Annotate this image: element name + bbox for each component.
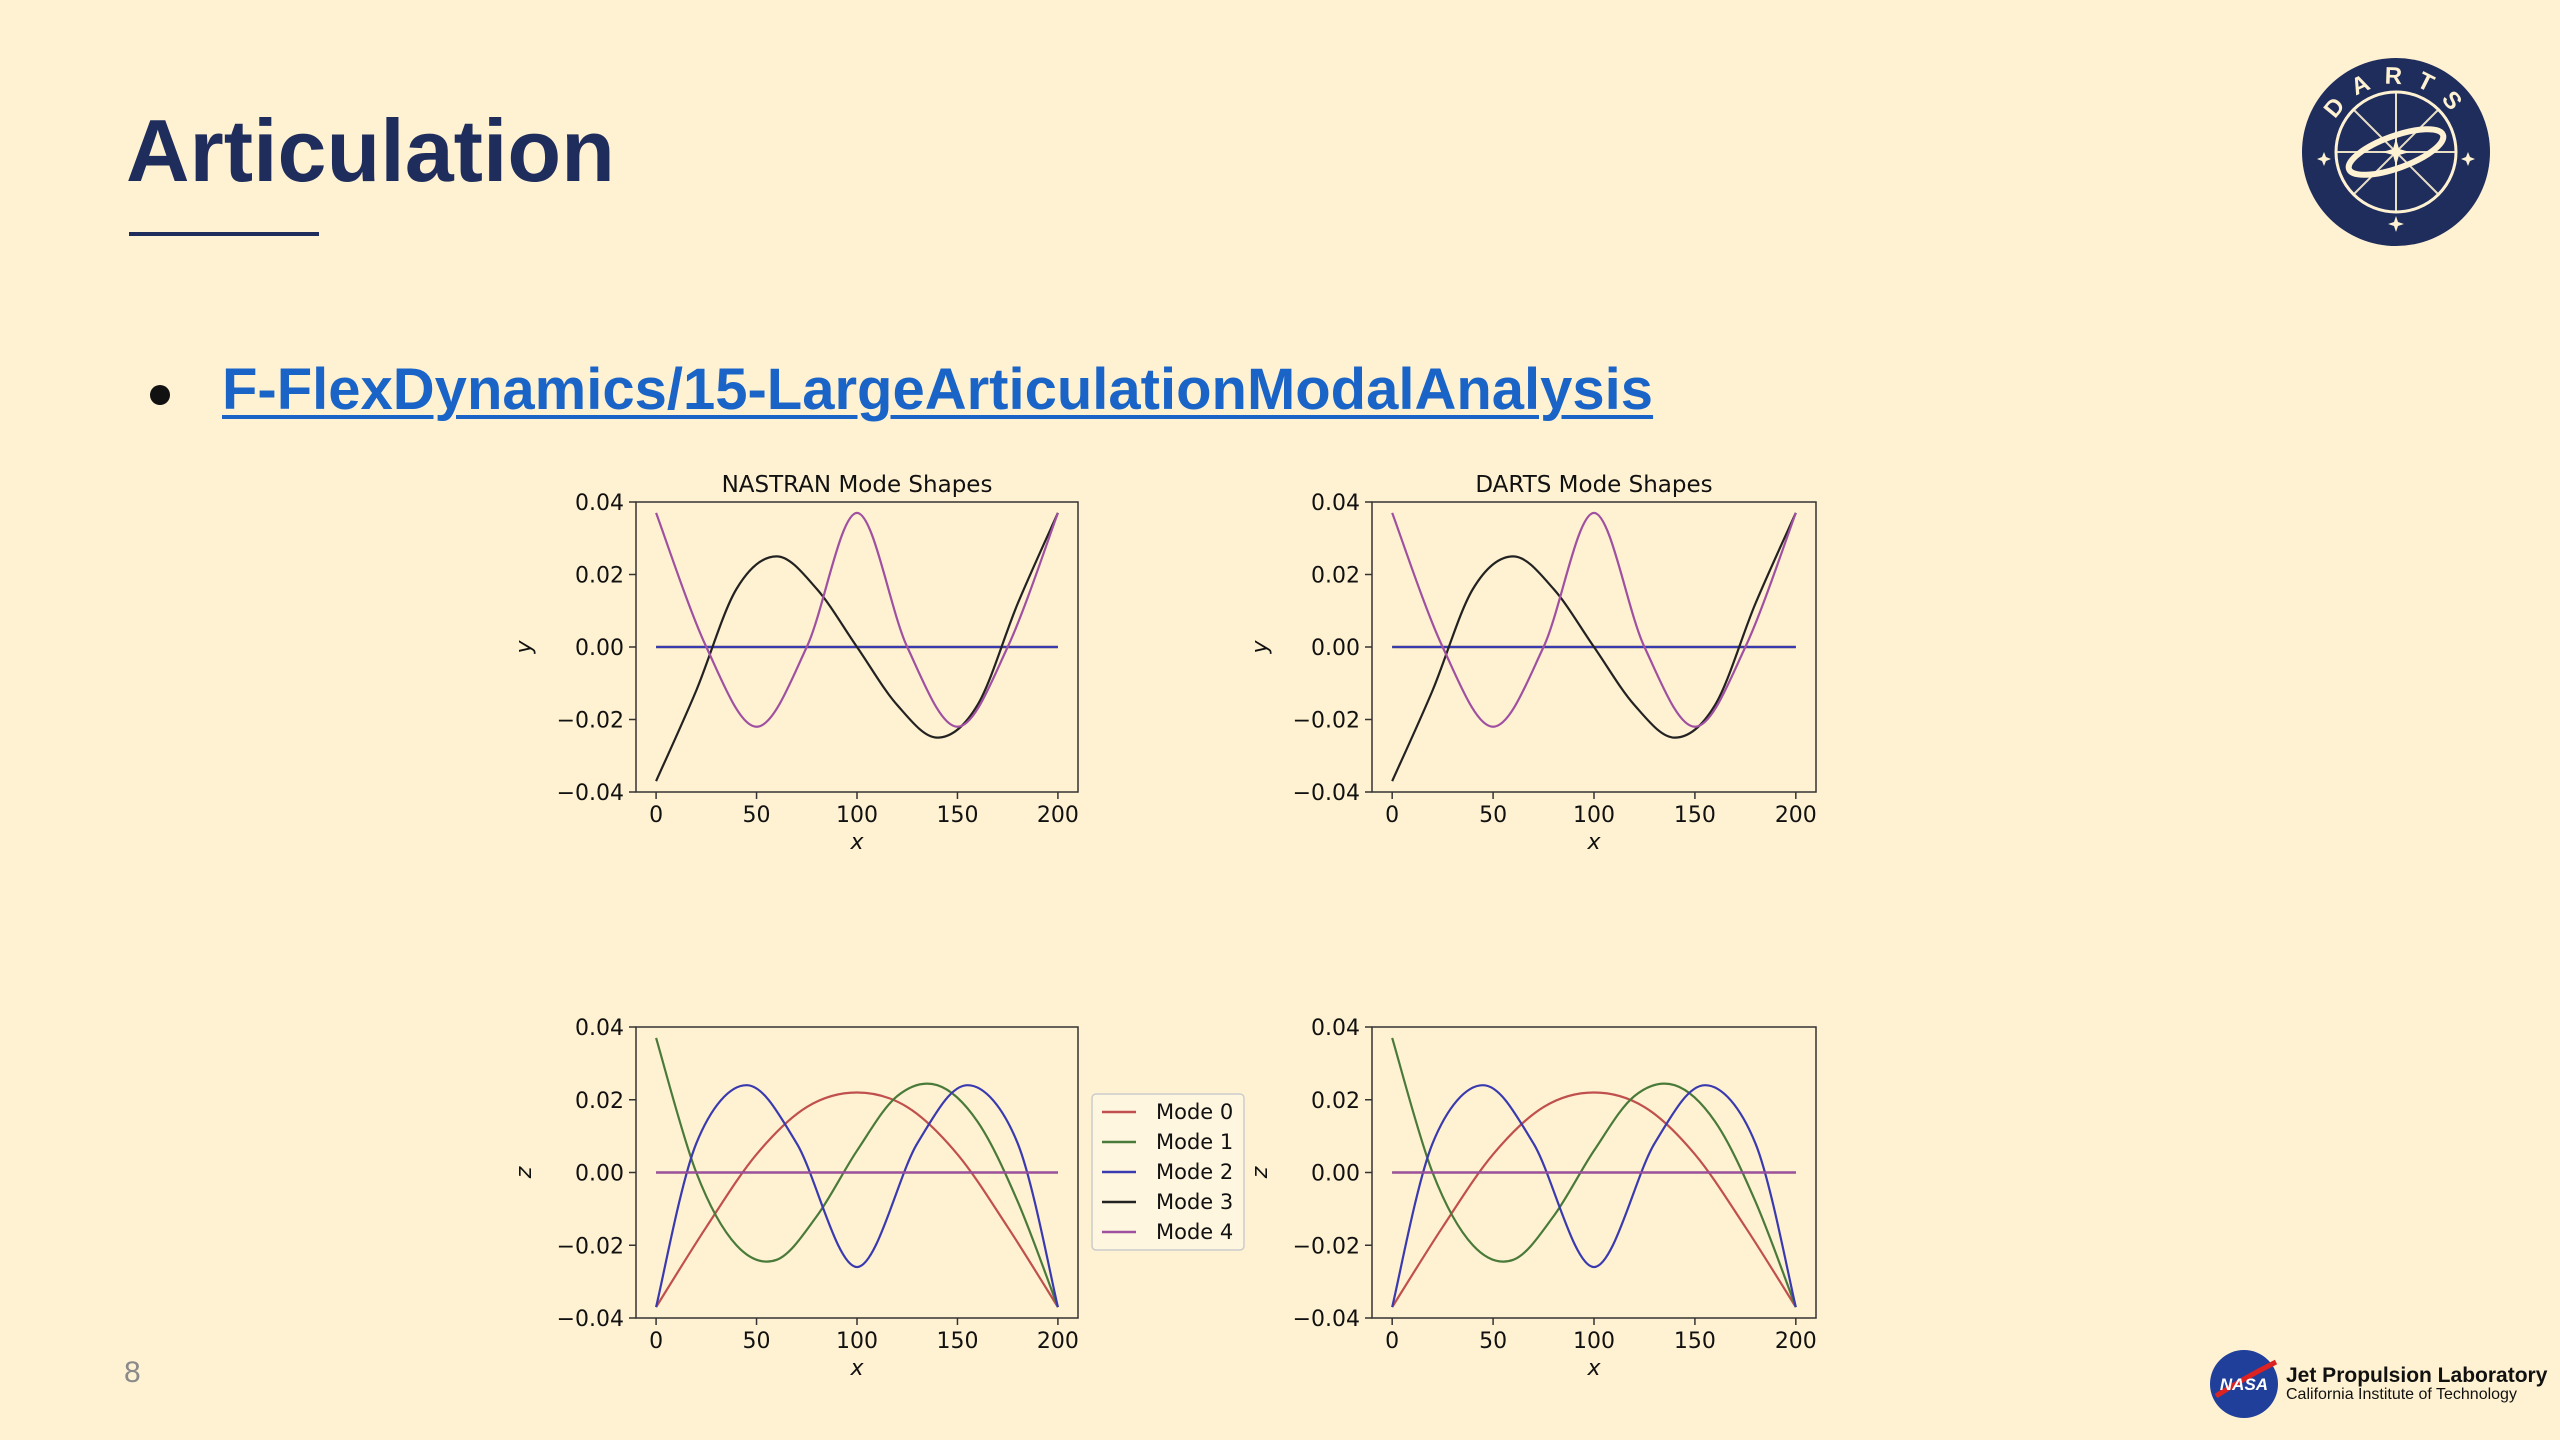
series-line-mode-3 — [1391, 512, 1797, 782]
y-tick-label: 0.02 — [1311, 564, 1360, 589]
x-tick-label: 0 — [649, 803, 663, 828]
x-axis-label: x — [1586, 1356, 1601, 1381]
y-axis-label: z — [512, 1166, 537, 1179]
legend-entry: Mode 0 — [1156, 1100, 1233, 1124]
y-tick-label: 0.00 — [1311, 1162, 1360, 1187]
y-tick-label: −0.04 — [1293, 781, 1360, 806]
x-tick-label: 100 — [1573, 1329, 1615, 1354]
x-tick-label: 50 — [1479, 803, 1507, 828]
page-number: 8 — [124, 1356, 141, 1389]
x-axis-label: x — [849, 1356, 864, 1381]
y-tick-label: 0.04 — [1311, 491, 1360, 516]
y-axis-label: y — [1248, 640, 1273, 655]
legend: Mode 0 Mode 1 Mode 2 Mode 3 Mode 4 — [1091, 1093, 1245, 1251]
x-tick-label: 0 — [1385, 1329, 1399, 1354]
title-underline — [129, 232, 319, 236]
x-axis-label: x — [849, 830, 864, 855]
x-tick-label: 100 — [1573, 803, 1615, 828]
chart-title: NASTRAN Mode Shapes — [722, 472, 993, 498]
svg-text:NASA: NASA — [2220, 1375, 2268, 1394]
y-tick-label: 0.04 — [1311, 1016, 1360, 1041]
x-tick-label: 0 — [1385, 803, 1399, 828]
y-tick-label: 0.02 — [575, 1089, 624, 1114]
y-tick-label: −0.04 — [1293, 1307, 1360, 1332]
y-tick-label: 0.04 — [575, 491, 624, 516]
y-tick-label: −0.04 — [557, 1307, 624, 1332]
legend-entry: Mode 2 — [1156, 1160, 1233, 1184]
series-line-mode-4 — [655, 511, 1059, 728]
x-tick-label: 150 — [936, 803, 978, 828]
series-line-mode-0 — [1391, 1091, 1797, 1308]
series-line-mode-3 — [655, 512, 1059, 782]
legend-entry: Mode 1 — [1156, 1130, 1233, 1154]
jpl-name: Jet Propulsion Laboratory — [2286, 1363, 2548, 1387]
x-tick-label: 0 — [649, 1329, 663, 1354]
x-tick-label: 200 — [1775, 1329, 1817, 1354]
chart-1: 0 50 100 150 200 0.04 0.02 0.00 −0.02 −0.04 x y DART… — [1248, 472, 1817, 855]
y-tick-label: 0.02 — [575, 564, 624, 589]
slide-title: Articulation — [126, 101, 615, 200]
x-tick-label: 50 — [743, 1329, 771, 1354]
y-tick-label: 0.00 — [575, 636, 624, 661]
legend-entry: Mode 4 — [1156, 1220, 1233, 1244]
x-tick-label: 100 — [836, 803, 878, 828]
chart-2: 0 50 100 150 200 0.04 0.02 0.00 −0.02 −0.04 x z — [512, 1016, 1079, 1381]
x-tick-label: 200 — [1775, 803, 1817, 828]
y-tick-label: 0.00 — [575, 1162, 624, 1187]
y-tick-label: 0.04 — [575, 1016, 624, 1041]
x-tick-label: 150 — [936, 1329, 978, 1354]
darts-logo: DARTS — [2300, 56, 2492, 253]
series-line-mode-1 — [1391, 1037, 1797, 1308]
y-tick-label: −0.02 — [557, 1234, 624, 1259]
bullet-item: F-FlexDynamics/15-LargeArticulationModal… — [150, 356, 1653, 423]
series-line-mode-2 — [1391, 1084, 1797, 1308]
jpl-logo: NASA Jet Propulsion Laboratory Californi… — [2208, 1348, 2547, 1420]
y-axis-label: z — [1248, 1166, 1273, 1179]
legend-entry: Mode 3 — [1156, 1190, 1233, 1214]
x-tick-label: 100 — [836, 1329, 878, 1354]
x-tick-label: 50 — [1479, 1329, 1507, 1354]
x-axis-label: x — [1586, 830, 1601, 855]
series-line-mode-0 — [655, 1091, 1059, 1308]
series-line-mode-1 — [655, 1037, 1059, 1308]
chart-0: 0 50 100 150 200 0.04 0.02 0.00 −0.02 −0.04 x y NAST… — [512, 472, 1079, 855]
nasa-meatball-icon: NASA — [2210, 1350, 2278, 1418]
tutorial-link[interactable]: F-FlexDynamics/15-LargeArticulationModal… — [222, 357, 1654, 422]
chart-title: DARTS Mode Shapes — [1475, 472, 1712, 498]
y-tick-label: −0.04 — [557, 781, 624, 806]
x-tick-label: 200 — [1037, 1329, 1079, 1354]
y-tick-label: −0.02 — [1293, 1234, 1360, 1259]
chart-3: 0 50 100 150 200 0.04 0.02 0.00 −0.02 −0.04 x z — [1248, 1016, 1817, 1381]
jpl-subtitle: California Institute of Technology — [2286, 1385, 2517, 1403]
legend-box — [1091, 1093, 1245, 1251]
y-tick-label: −0.02 — [1293, 709, 1360, 734]
x-tick-label: 200 — [1037, 803, 1079, 828]
x-tick-label: 150 — [1674, 1329, 1716, 1354]
y-tick-label: 0.02 — [1311, 1089, 1360, 1114]
x-tick-label: 50 — [743, 803, 771, 828]
y-axis-label: y — [512, 640, 537, 655]
x-tick-label: 150 — [1674, 803, 1716, 828]
y-tick-label: −0.02 — [557, 709, 624, 734]
series-line-mode-4 — [1391, 511, 1797, 728]
y-tick-label: 0.00 — [1311, 636, 1360, 661]
bullet-dot — [150, 384, 170, 405]
series-line-mode-2 — [655, 1084, 1059, 1308]
